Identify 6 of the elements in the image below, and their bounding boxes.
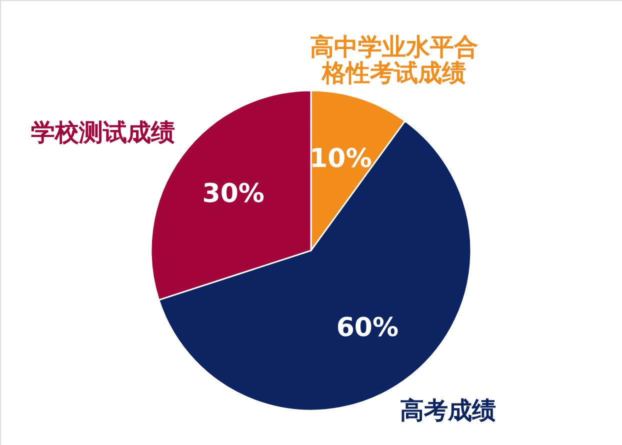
slice-label: 高考成绩 [400,396,496,424]
slice-label: 高中学业水平合格性考试成绩 [310,32,478,87]
slice-label: 学校测试成绩 [31,118,176,147]
data-label: 60% [336,313,399,344]
data-label: 10% [310,144,372,174]
data-label: 30% [202,179,264,210]
